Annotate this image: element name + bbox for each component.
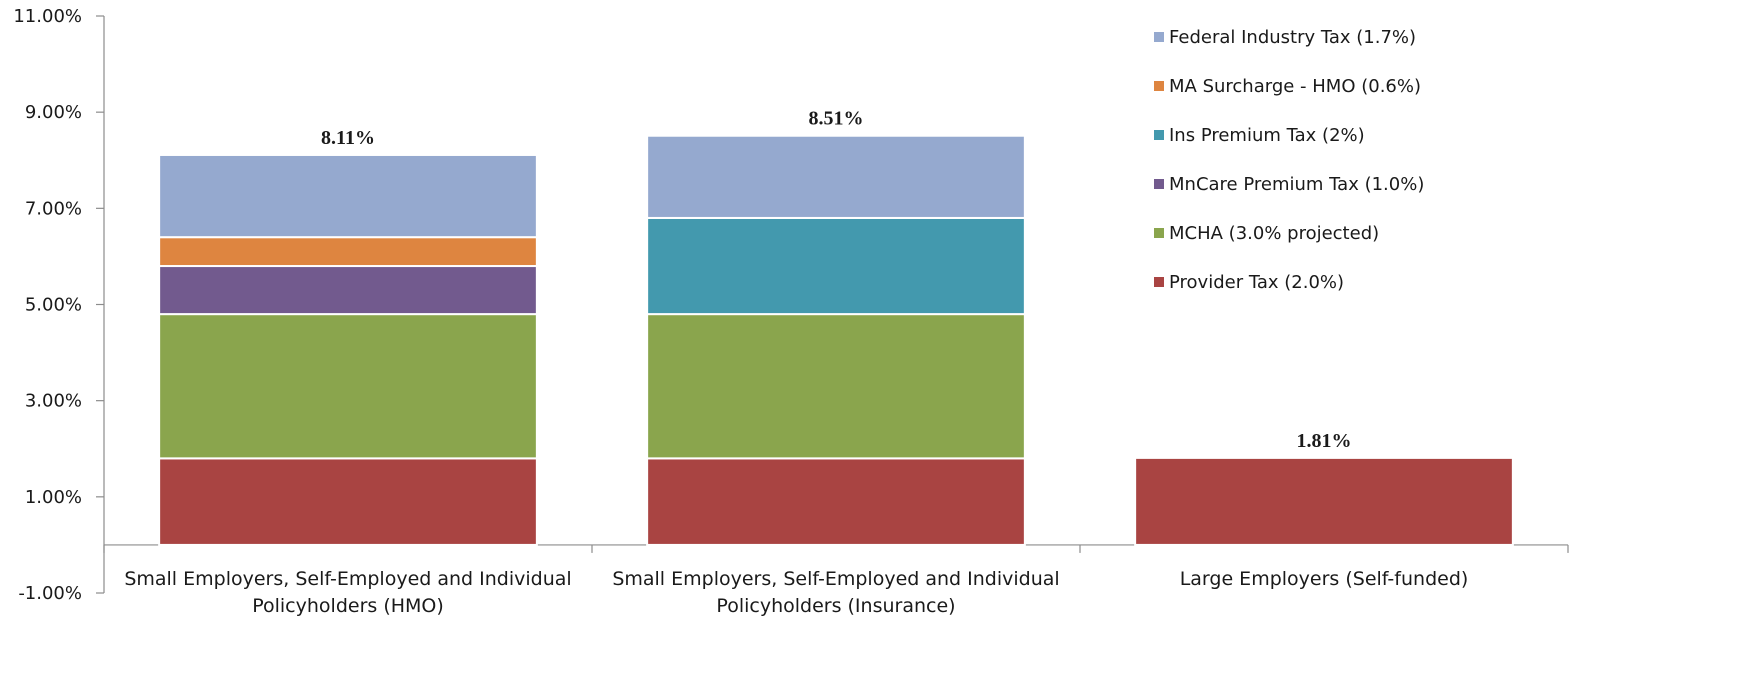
bars	[158, 134, 1514, 546]
y-tick-label: -1.00%	[18, 583, 82, 604]
legend-label: Federal Industry Tax (1.7%)	[1169, 27, 1416, 48]
legend-swatch	[1154, 32, 1164, 42]
legend-label: Provider Tax (2.0%)	[1169, 272, 1344, 293]
bar-total-label: 1.81%	[1297, 430, 1352, 452]
bar-segment	[1134, 456, 1514, 546]
legend-swatch	[1154, 81, 1164, 91]
bar-segment	[646, 313, 1026, 460]
legend-swatch	[1154, 130, 1164, 140]
y-tick-label: 9.00%	[25, 102, 82, 123]
legend-label: MnCare Premium Tax (1.0%)	[1169, 174, 1424, 195]
bar-segment	[158, 153, 538, 239]
y-tick-label: 11.00%	[13, 6, 82, 27]
bar-segment	[158, 265, 538, 316]
bar-segment	[646, 216, 1026, 316]
x-category-label: Small Employers, Self-Employed and Indiv…	[124, 568, 571, 617]
legend-swatch	[1154, 179, 1164, 189]
bar-segment	[646, 457, 1026, 546]
bar-segment	[646, 134, 1026, 219]
legend-swatch	[1154, 228, 1164, 238]
bar-segment	[158, 457, 538, 546]
total-labels: 8.11% 8.51% 1.81%	[321, 108, 1351, 452]
legend-label: Ins Premium Tax (2%)	[1169, 125, 1365, 146]
bar-segment	[158, 313, 538, 460]
y-tick-label: 1.00%	[25, 487, 82, 508]
x-category-label: Large Employers (Self-funded)	[1180, 568, 1469, 590]
bar-total-label: 8.51%	[809, 108, 864, 130]
y-tick-label: 7.00%	[25, 198, 82, 219]
legend: Federal Industry Tax (1.7%) MA Surcharge …	[1154, 27, 1424, 293]
legend-swatch	[1154, 277, 1164, 287]
legend-label: MCHA (3.0% projected)	[1169, 223, 1379, 244]
bar-segment	[158, 236, 538, 268]
y-tick-label: 3.00%	[25, 391, 82, 412]
x-category-label: Small Employers, Self-Employed and Indiv…	[612, 568, 1059, 617]
axes: -1.00% 1.00% 3.00% 5.00% 7.00% 9.00% 11.00% Sma…	[13, 6, 1569, 617]
legend-label: MA Surcharge - HMO (0.6%)	[1169, 76, 1421, 97]
bar-total-label: 8.11%	[321, 127, 375, 149]
y-tick-label: 5.00%	[25, 295, 82, 316]
